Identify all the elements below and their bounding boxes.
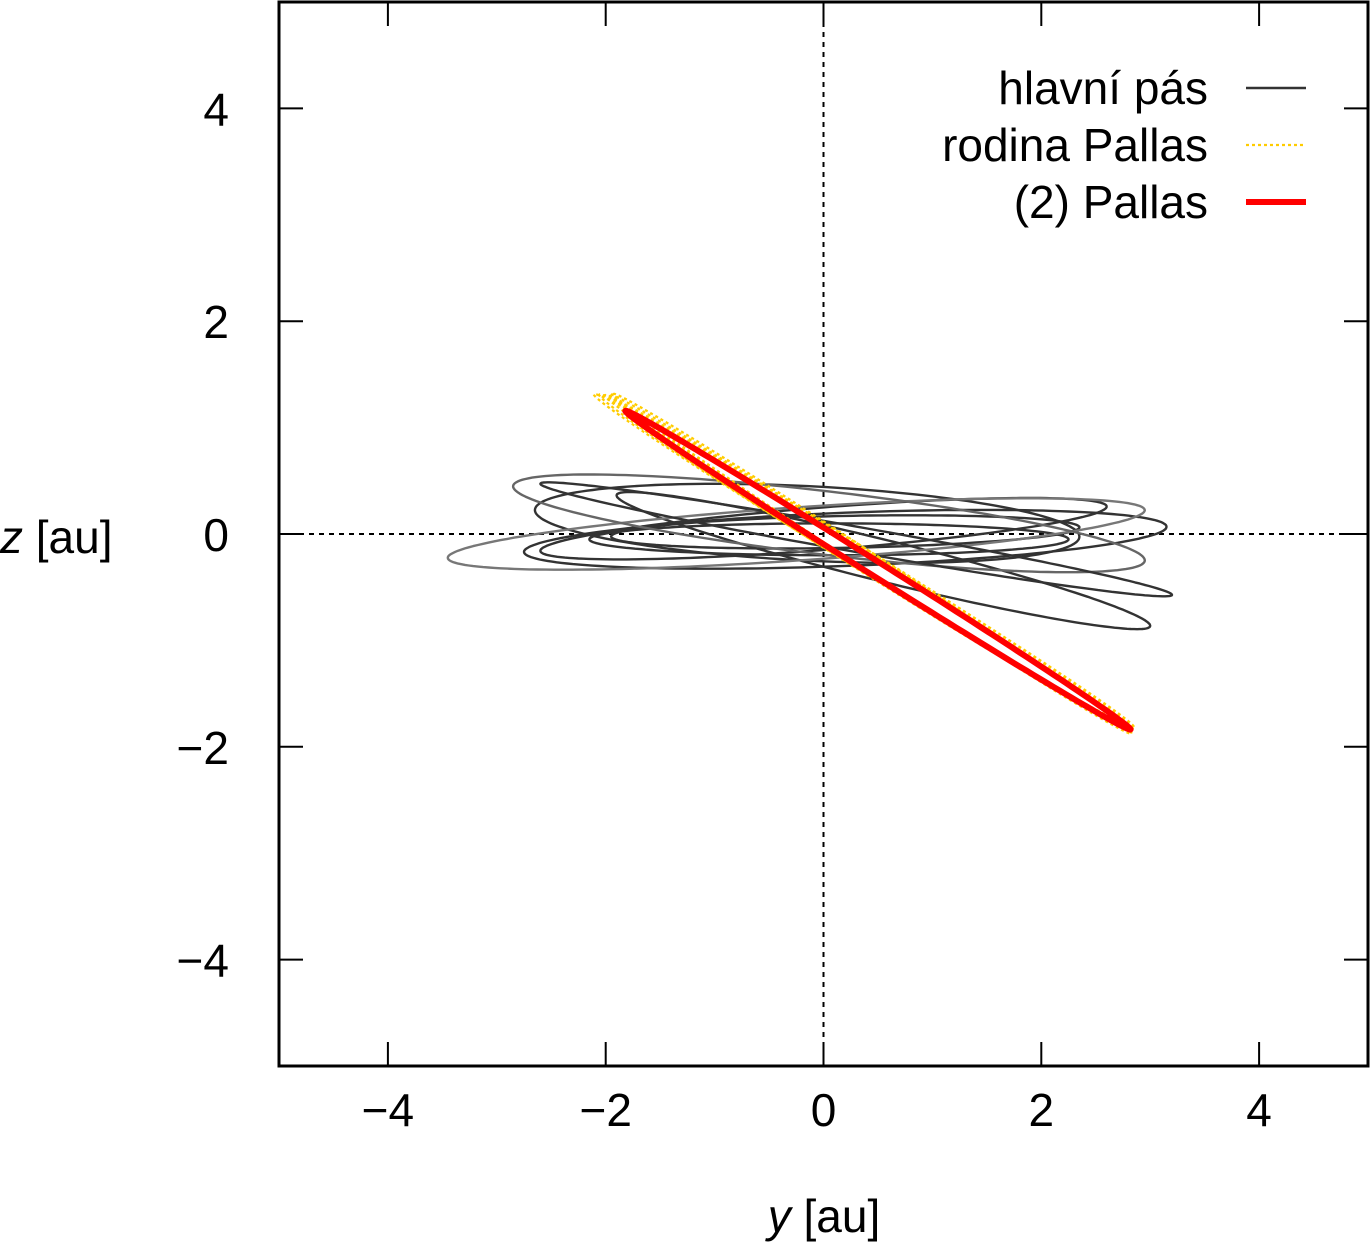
x-tick-label: −4 — [362, 1084, 414, 1136]
y-tick-label: 4 — [203, 83, 229, 135]
series-2 — [622, 407, 1134, 733]
y-tick-label: 0 — [203, 509, 229, 561]
series-0 — [446, 473, 1174, 631]
series-0-orbit-1 — [533, 482, 1081, 565]
x-axis-unit: [au] — [791, 1190, 881, 1242]
x-tick-label: 2 — [1029, 1084, 1055, 1136]
series-0-orbit-2 — [615, 490, 1152, 631]
legend-label-2: (2) Pallas — [1014, 176, 1208, 228]
x-tick-label: −2 — [579, 1084, 631, 1136]
series-layer — [446, 392, 1174, 735]
y-tick-label: 2 — [203, 296, 229, 348]
legend-label-1: rodina Pallas — [942, 119, 1208, 171]
x-tick-label: 0 — [811, 1084, 837, 1136]
axis-ticks — [279, 2, 1368, 1066]
series-0-orbit-7 — [511, 473, 1146, 574]
legend-label-0: hlavní pás — [998, 62, 1208, 114]
x-tick-label: 4 — [1246, 1084, 1272, 1136]
series-0-orbit-6 — [446, 497, 1146, 571]
y-axis-label: z [au] — [0, 511, 113, 563]
y-tick-label: −2 — [177, 722, 229, 774]
y-axis-unit: [au] — [23, 511, 113, 563]
x-axis-label: y [au] — [765, 1190, 881, 1242]
y-axis-variable: z — [0, 511, 23, 563]
series-0-orbit-5 — [609, 514, 1081, 550]
series-2-orbit-0 — [622, 407, 1134, 733]
series-1-orbit-4 — [612, 392, 1133, 735]
plot-frame — [277, 0, 1370, 1068]
zero-lines — [279, 2, 1368, 1066]
series-0-orbit-4 — [588, 522, 1070, 557]
series-0-orbit-0 — [522, 508, 1168, 570]
tick-labels: −4 −2 0 2 4 4 2 0 −2 −4 — [177, 83, 1272, 1136]
series-0-orbit-8 — [539, 481, 1174, 598]
x-axis-variable: y — [765, 1190, 794, 1242]
y-tick-label: −4 — [177, 935, 229, 987]
